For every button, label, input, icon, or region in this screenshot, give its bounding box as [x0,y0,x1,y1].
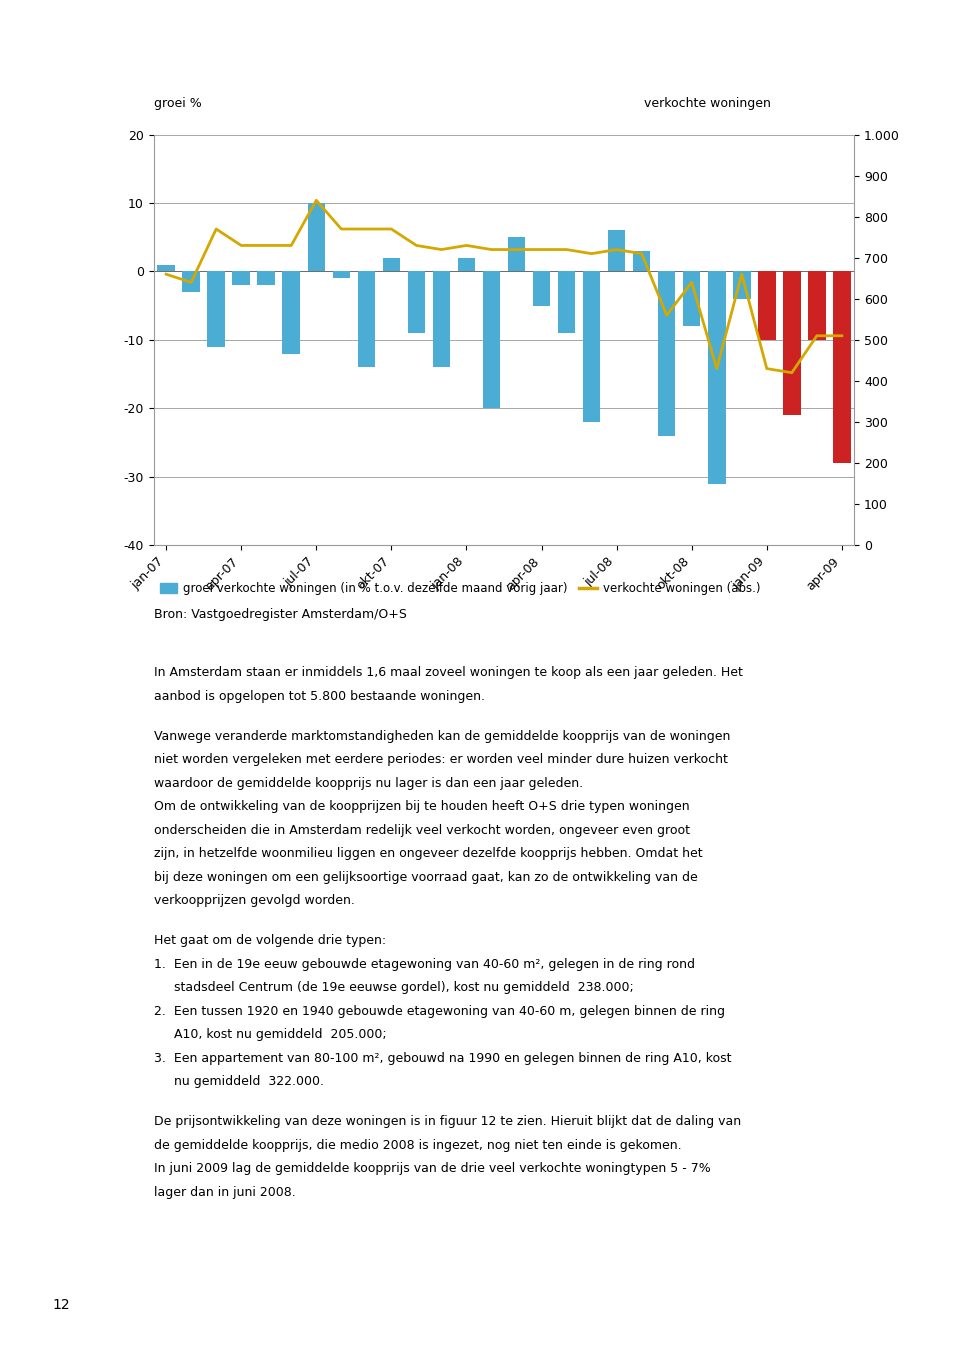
Bar [758,272,776,341]
Bar [683,272,701,326]
Bar [332,272,350,279]
Bar [608,230,625,272]
Bar [808,272,826,341]
Text: lager dan in juni 2008.: lager dan in juni 2008. [154,1186,296,1199]
Text: groei %: groei % [154,97,202,110]
Bar [257,272,275,285]
Text: Het gaat om de volgende drie typen:: Het gaat om de volgende drie typen: [154,934,386,948]
Bar [433,272,450,367]
Text: stadsdeel Centrum (de 19e eeuwse gordel), kost nu gemiddeld  238.000;: stadsdeel Centrum (de 19e eeuwse gordel)… [154,981,634,995]
Bar [383,258,400,272]
Text: verkochte woningen: verkochte woningen [644,97,771,110]
Bar [558,272,575,332]
Text: verkoopprijzen gevolgd worden.: verkoopprijzen gevolgd worden. [154,895,354,907]
Bar [207,272,225,347]
Text: 3.  Een appartement van 80-100 m², gebouwd na 1990 en gelegen binnen de ring A10: 3. Een appartement van 80-100 m², gebouw… [154,1053,732,1065]
Bar [783,272,801,415]
Bar [508,237,525,272]
Legend: groei verkochte woningen (in % t.o.v. dezelfde maand vorig jaar), verkochte woni: groei verkochte woningen (in % t.o.v. de… [159,581,760,595]
Bar [458,258,475,272]
Text: Bron: Vastgoedregister Amsterdam/O+S: Bron: Vastgoedregister Amsterdam/O+S [154,608,406,622]
Text: A10, kost nu gemiddeld  205.000;: A10, kost nu gemiddeld 205.000; [154,1028,386,1042]
Text: 2.  Een tussen 1920 en 1940 gebouwde etagewoning van 40-60 m, gelegen binnen de : 2. Een tussen 1920 en 1940 gebouwde etag… [154,1005,725,1018]
Bar [583,272,600,423]
Bar [232,272,250,285]
Bar [282,272,300,354]
Text: nu gemiddeld  322.000.: nu gemiddeld 322.000. [154,1075,324,1089]
Text: onderscheiden die in Amsterdam redelijk veel verkocht worden, ongeveer even groo: onderscheiden die in Amsterdam redelijk … [154,824,689,837]
Bar [533,272,550,306]
Bar [733,272,751,299]
Bar [633,250,651,272]
Text: de gemiddelde koopprijs, die medio 2008 is ingezet, nog niet ten einde is gekome: de gemiddelde koopprijs, die medio 2008 … [154,1139,682,1152]
Bar [307,203,325,272]
Text: waardoor de gemiddelde koopprijs nu lager is dan een jaar geleden.: waardoor de gemiddelde koopprijs nu lage… [154,777,583,790]
Text: In Amsterdam staan er inmiddels 1,6 maal zoveel woningen te koop als een jaar ge: In Amsterdam staan er inmiddels 1,6 maal… [154,666,742,680]
Bar [408,272,425,332]
Text: niet worden vergeleken met eerdere periodes: er worden veel minder dure huizen v: niet worden vergeleken met eerdere perio… [154,754,728,766]
Bar [157,265,175,272]
Text: 12: 12 [53,1299,70,1312]
Text: Vanwege veranderde marktomstandigheden kan de gemiddelde koopprijs van de woning: Vanwege veranderde marktomstandigheden k… [154,730,730,743]
Bar [483,272,500,408]
Text: In juni 2009 lag de gemiddelde koopprijs van de drie veel verkochte woningtypen : In juni 2009 lag de gemiddelde koopprijs… [154,1163,710,1175]
Text: Om de ontwikkeling van de koopprijzen bij te houden heeft O+S drie typen woninge: Om de ontwikkeling van de koopprijzen bi… [154,800,689,813]
Text: bij deze woningen om een gelijksoortige voorraad gaat, kan zo de ontwikkeling va: bij deze woningen om een gelijksoortige … [154,871,697,884]
Bar [833,272,851,463]
Bar [357,272,375,367]
Text: aanbod is opgelopen tot 5.800 bestaande woningen.: aanbod is opgelopen tot 5.800 bestaande … [154,690,485,703]
Bar [658,272,676,436]
Bar [708,272,726,483]
Text: 1.  Een in de 19e eeuw gebouwde etagewoning van 40-60 m², gelegen in de ring ron: 1. Een in de 19e eeuw gebouwde etagewoni… [154,958,695,970]
Text: zijn, in hetzelfde woonmilieu liggen en ongeveer dezelfde koopprijs hebben. Omda: zijn, in hetzelfde woonmilieu liggen en … [154,848,702,860]
Text: De prijsontwikkeling van deze woningen is in figuur 12 te zien. Hieruit blijkt d: De prijsontwikkeling van deze woningen i… [154,1116,741,1128]
Bar [182,272,200,292]
